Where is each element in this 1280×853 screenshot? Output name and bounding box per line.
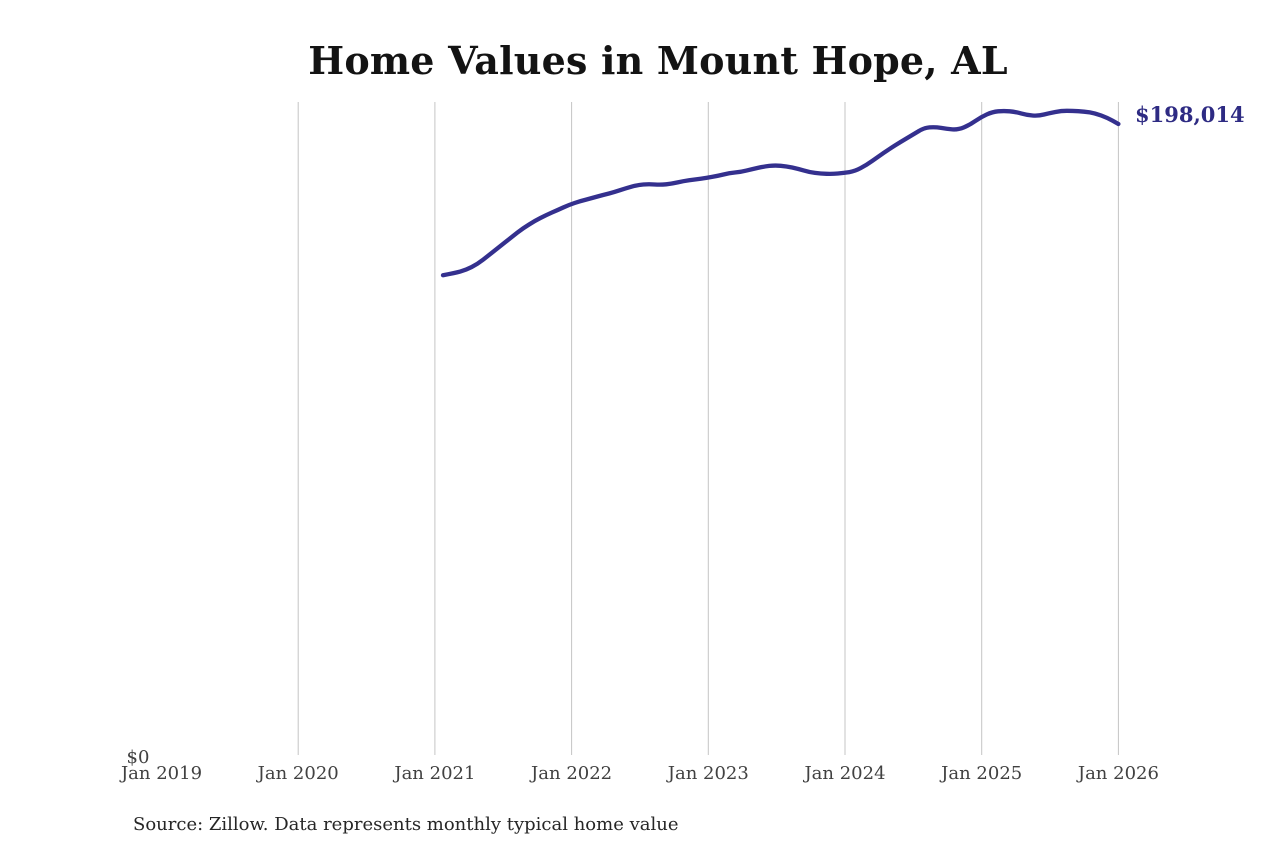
x-axis-label: Jan 2019 xyxy=(120,763,203,784)
home-value-line xyxy=(440,108,1121,278)
x-axis-label: Jan 2024 xyxy=(804,763,886,784)
x-axis-label: Jan 2022 xyxy=(531,763,613,784)
x-axis-label: Jan 2020 xyxy=(257,763,339,784)
latest-value-label: $198,014 xyxy=(1135,102,1245,127)
x-axis-label: Jan 2026 xyxy=(1077,763,1159,784)
chart-title: Home Values in Mount Hope, AL xyxy=(308,38,1008,83)
source-note: Source: Zillow. Data represents monthly … xyxy=(133,814,679,835)
x-axis-label: Jan 2025 xyxy=(941,763,1023,784)
y-axis-zero-label: $0 xyxy=(126,747,150,768)
x-axis-label: Jan 2021 xyxy=(394,763,476,784)
x-axis-label: Jan 2023 xyxy=(667,763,749,784)
